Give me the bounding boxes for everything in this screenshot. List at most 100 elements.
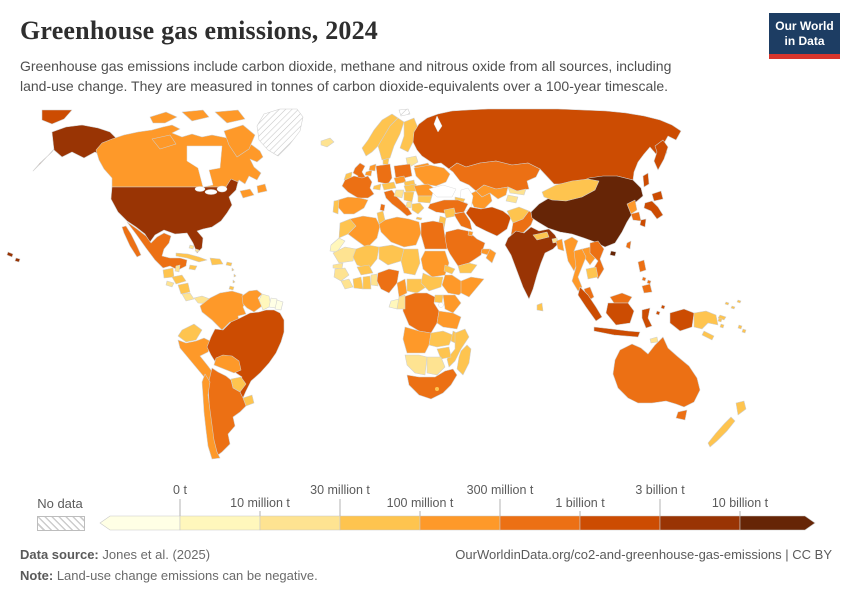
country-turkmenistan[interactable] — [467, 190, 493, 210]
country-canada-victoria-island[interactable] — [151, 134, 177, 150]
country-angola[interactable] — [402, 326, 432, 354]
country-japan-kyushu[interactable] — [639, 218, 647, 228]
country-costa-rica[interactable] — [181, 292, 195, 302]
country-kenya[interactable] — [442, 294, 462, 314]
country-usa-aleutians[interactable] — [32, 148, 55, 172]
country-russia-wrap-left[interactable] — [41, 109, 73, 125]
country-new-zealand-north[interactable] — [735, 400, 747, 416]
country-el-salvador[interactable] — [165, 280, 175, 288]
country-bangladesh[interactable] — [555, 238, 565, 252]
country-indonesia-java[interactable] — [593, 326, 641, 338]
country-china-hainan[interactable] — [609, 250, 617, 257]
country-libya[interactable] — [378, 216, 422, 248]
owid-logo[interactable]: Our World in Data — [769, 13, 840, 59]
country-lesser-antilles[interactable] — [231, 267, 237, 284]
country-austria[interactable] — [381, 181, 397, 191]
legend-segment[interactable] — [259, 515, 341, 531]
legend-no-data-swatch[interactable] — [37, 516, 85, 531]
country-usa-mainland[interactable] — [110, 178, 239, 254]
country-tajikistan[interactable] — [505, 194, 519, 204]
country-philippines-luzon[interactable] — [637, 259, 647, 273]
country-svalbard[interactable] — [398, 108, 411, 117]
country-canada-newfoundland[interactable] — [256, 183, 268, 194]
country-honduras[interactable] — [171, 274, 187, 285]
country-vanuatu[interactable] — [717, 317, 725, 329]
country-iraq[interactable] — [453, 211, 473, 231]
country-mexico-baja[interactable] — [121, 225, 142, 258]
country-philippines-visayas[interactable] — [641, 276, 652, 285]
country-western-sahara[interactable] — [329, 237, 346, 253]
country-venezuela[interactable] — [241, 289, 263, 313]
country-yemen[interactable] — [457, 262, 478, 274]
country-new-zealand-south[interactable] — [707, 416, 736, 448]
country-indonesia-sulawesi[interactable] — [641, 307, 653, 329]
country-nepal[interactable] — [532, 231, 550, 241]
country-niger[interactable] — [378, 244, 405, 266]
country-kyrgyzstan[interactable] — [507, 186, 527, 196]
country-sierra-leone-liberia[interactable] — [340, 278, 354, 290]
country-sudan[interactable] — [420, 250, 450, 278]
country-guatemala[interactable] — [162, 267, 175, 279]
country-iceland[interactable] — [320, 137, 335, 148]
country-bahamas[interactable] — [188, 244, 200, 253]
legend-segment[interactable] — [339, 515, 421, 531]
country-australia-tasmania[interactable] — [675, 409, 688, 421]
country-somalia[interactable] — [460, 276, 485, 298]
country-netherlands[interactable] — [368, 163, 377, 172]
country-albania[interactable] — [405, 201, 413, 209]
country-india[interactable] — [504, 226, 560, 300]
country-russia-kamchatka[interactable] — [653, 139, 669, 171]
country-ukraine[interactable] — [413, 164, 451, 187]
country-usa-hawaii[interactable] — [6, 251, 21, 263]
legend-segment[interactable] — [419, 515, 501, 531]
country-malaysia-borneo[interactable] — [609, 292, 633, 304]
canonical-url[interactable]: OurWorldinData.org/co2-and-greenhouse-ga… — [455, 547, 832, 562]
country-togo-benin[interactable] — [370, 273, 379, 287]
country-hispaniola[interactable] — [209, 257, 224, 266]
country-burkina-faso[interactable] — [356, 264, 374, 276]
country-australia[interactable] — [612, 336, 701, 408]
country-finland[interactable] — [399, 117, 419, 153]
country-jamaica[interactable] — [188, 264, 198, 271]
country-french-guiana[interactable] — [274, 299, 284, 311]
country-indonesia-sumatra[interactable] — [577, 286, 603, 322]
country-canada-baffin[interactable] — [223, 124, 256, 158]
country-puerto-rico[interactable] — [225, 261, 233, 267]
country-poland[interactable] — [393, 163, 413, 181]
country-mali[interactable] — [352, 244, 380, 270]
country-zambia[interactable] — [428, 330, 454, 348]
country-lesotho[interactable] — [435, 387, 439, 391]
country-belize[interactable] — [174, 264, 181, 273]
country-cambodia[interactable] — [585, 266, 599, 280]
country-kazakhstan[interactable] — [448, 160, 541, 192]
legend-segment[interactable] — [739, 515, 816, 531]
country-solomon-islands[interactable] — [724, 299, 742, 310]
country-south-korea[interactable] — [630, 211, 642, 222]
country-bolivia[interactable] — [213, 354, 242, 374]
country-timor-leste[interactable] — [649, 336, 659, 344]
country-russia[interactable] — [412, 108, 682, 185]
country-oman[interactable] — [485, 248, 497, 264]
country-canada-arctic-e[interactable] — [214, 109, 246, 124]
country-switzerland[interactable] — [372, 183, 382, 191]
country-ghana[interactable] — [362, 275, 372, 290]
country-france[interactable] — [341, 175, 375, 199]
country-ivory-coast[interactable] — [352, 276, 364, 290]
country-egypt[interactable] — [420, 220, 448, 250]
country-algeria[interactable] — [347, 215, 381, 249]
country-chile[interactable] — [201, 373, 221, 460]
country-south-sudan[interactable] — [420, 272, 444, 292]
country-papua-new-guinea[interactable] — [693, 310, 719, 330]
country-madagascar[interactable] — [456, 344, 472, 376]
country-indonesia-maluku[interactable] — [655, 304, 666, 316]
country-zimbabwe[interactable] — [436, 346, 452, 360]
country-germany[interactable] — [375, 163, 393, 185]
country-philippines-mindanao[interactable] — [641, 283, 653, 294]
country-taiwan[interactable] — [625, 240, 632, 250]
country-south-africa[interactable] — [406, 368, 458, 400]
country-iran[interactable] — [465, 206, 512, 237]
country-cuba[interactable] — [175, 252, 208, 263]
country-canada-maritimes[interactable] — [239, 188, 255, 199]
country-cameroon[interactable] — [396, 278, 408, 298]
country-greenland[interactable] — [256, 108, 304, 157]
